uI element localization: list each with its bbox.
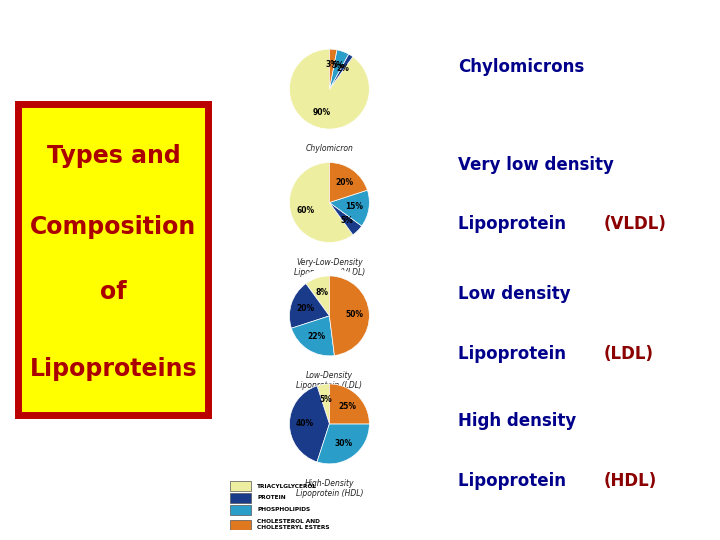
Text: Chylomicrons: Chylomicrons (458, 58, 585, 77)
Text: (HDL): (HDL) (604, 471, 657, 490)
Text: 5%: 5% (341, 215, 354, 225)
Text: 15%: 15% (345, 202, 363, 211)
Text: (LDL): (LDL) (604, 345, 654, 363)
FancyBboxPatch shape (19, 104, 209, 415)
Wedge shape (329, 276, 369, 355)
Text: 2%: 2% (336, 64, 349, 73)
FancyBboxPatch shape (230, 520, 251, 530)
Text: 90%: 90% (312, 108, 330, 117)
Wedge shape (289, 386, 329, 462)
Wedge shape (329, 54, 353, 89)
Wedge shape (329, 190, 369, 226)
Text: Lipoproteins: Lipoproteins (30, 357, 197, 381)
Text: High density: High density (458, 412, 576, 430)
Text: of: of (100, 280, 127, 303)
Wedge shape (289, 163, 353, 242)
Text: Very low density: Very low density (458, 156, 614, 174)
Text: 20%: 20% (335, 178, 353, 187)
Text: 5%: 5% (319, 395, 332, 404)
Wedge shape (317, 384, 329, 424)
Text: 25%: 25% (338, 402, 356, 411)
Wedge shape (329, 384, 369, 424)
Text: Chylomicron: Chylomicron (305, 144, 354, 153)
Text: 50%: 50% (345, 310, 363, 319)
FancyBboxPatch shape (230, 493, 251, 503)
Wedge shape (306, 276, 329, 316)
Text: Low-Density
Lipoprotein (LDL): Low-Density Lipoprotein (LDL) (297, 371, 362, 390)
Wedge shape (329, 163, 367, 202)
Text: CHOLESTEROL AND
CHOLESTERYL ESTERS: CHOLESTEROL AND CHOLESTERYL ESTERS (257, 519, 330, 530)
Wedge shape (289, 284, 329, 328)
Text: Low density: Low density (458, 285, 571, 303)
Text: Lipoprotein: Lipoprotein (458, 471, 572, 490)
Text: (VLDL): (VLDL) (604, 215, 667, 233)
Text: 60%: 60% (297, 206, 315, 215)
Wedge shape (289, 49, 369, 129)
Text: Composition: Composition (30, 215, 197, 239)
Text: Types and: Types and (47, 144, 180, 167)
Text: PROTEIN: PROTEIN (257, 495, 286, 501)
Text: PHOSPHOLIPIDS: PHOSPHOLIPIDS (257, 507, 310, 512)
Text: 40%: 40% (296, 420, 314, 428)
Wedge shape (292, 316, 334, 356)
Text: TRIACYLGLYCEROL: TRIACYLGLYCEROL (257, 483, 318, 489)
Text: 8%: 8% (315, 288, 328, 297)
Text: 20%: 20% (297, 303, 315, 313)
Text: 5%: 5% (331, 61, 344, 70)
Wedge shape (329, 50, 348, 89)
Text: 30%: 30% (335, 440, 353, 448)
Text: 22%: 22% (307, 332, 325, 341)
Text: Very-Low-Density
Lipoprotein (VLDL): Very-Low-Density Lipoprotein (VLDL) (294, 258, 365, 277)
FancyBboxPatch shape (230, 481, 251, 491)
Text: 3%: 3% (325, 60, 338, 69)
Circle shape (282, 269, 377, 363)
Wedge shape (317, 424, 369, 464)
Wedge shape (329, 202, 361, 235)
Wedge shape (329, 49, 337, 89)
Text: High-Density
Lipoprotein (HDL): High-Density Lipoprotein (HDL) (296, 479, 363, 498)
FancyBboxPatch shape (230, 505, 251, 515)
Text: Lipoprotein: Lipoprotein (458, 345, 572, 363)
Text: Lipoprotein: Lipoprotein (458, 215, 572, 233)
